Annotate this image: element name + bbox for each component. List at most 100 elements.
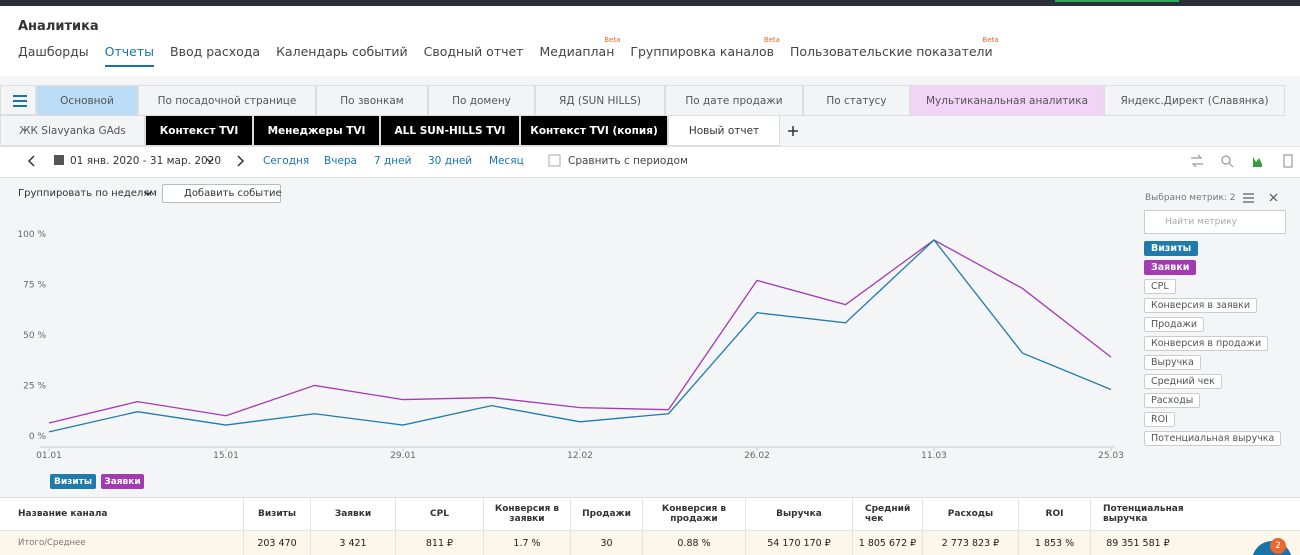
series-line bbox=[48, 239, 1112, 424]
x-tick-label: 01.01 bbox=[36, 451, 62, 461]
date-preset[interactable]: Вчера bbox=[324, 155, 357, 167]
x-tick-label: 25.03 bbox=[1098, 451, 1124, 461]
column-header[interactable]: Конверсия в заявки bbox=[483, 498, 570, 530]
column-header[interactable]: ROI bbox=[1018, 498, 1090, 530]
nav-tab[interactable]: Сводный отчет bbox=[423, 44, 524, 59]
compare-period[interactable]: Сравнить с периодом bbox=[568, 155, 688, 167]
report-tab[interactable]: Основной bbox=[36, 85, 138, 116]
column-header[interactable]: Продажи bbox=[570, 498, 642, 530]
top-bar-button bbox=[1055, 0, 1179, 2]
date-preset[interactable]: 30 дней bbox=[428, 155, 473, 167]
report-tab[interactable]: ЖК Slavyanka GAds bbox=[0, 115, 145, 146]
table-cell: 0.88 % bbox=[642, 531, 745, 555]
report-tab[interactable]: По посадочной странице bbox=[138, 85, 316, 116]
table-header bbox=[0, 497, 1300, 530]
table-cell: 54 170 170 ₽ bbox=[745, 531, 852, 555]
table-cell: 811 ₽ bbox=[395, 531, 483, 555]
legend-item[interactable]: Визиты bbox=[50, 474, 96, 489]
chat-badge: 2 bbox=[1270, 538, 1286, 554]
chart: 0 % 25 % 50 % 75 % 100 % 01.01 15.01 29.01 12.02… bbox=[17, 230, 1124, 461]
table-cell: 1 853 % bbox=[1018, 531, 1090, 555]
metric-tag[interactable]: Расходы bbox=[1144, 393, 1201, 408]
report-tab[interactable]: Яндекс.Директ (Славянка) bbox=[1104, 85, 1285, 116]
report-tab[interactable]: По статусу bbox=[803, 85, 910, 116]
nav: Дашборды Отчеты Ввод расхода Календарь собы… bbox=[18, 36, 999, 67]
metric-tag[interactable]: Визиты bbox=[1144, 241, 1199, 256]
nav-tab[interactable]: Ввод расхода bbox=[170, 44, 261, 59]
report-tab[interactable]: По дате продажи bbox=[665, 85, 803, 116]
table-cell: 203 470 bbox=[243, 531, 310, 555]
beta-badge: Beta bbox=[763, 36, 780, 44]
nav-tab[interactable]: Отчеты bbox=[104, 44, 155, 67]
top-bar bbox=[0, 0, 1300, 6]
report-tab[interactable]: По звонкам bbox=[316, 85, 428, 116]
report-tab[interactable]: ЯД (SUN HILLS) bbox=[535, 85, 665, 116]
metric-tag[interactable]: CPL bbox=[1144, 279, 1176, 294]
report-tab[interactable]: ALL SUN-HILLS TVI bbox=[380, 115, 520, 146]
table-cell: 30 bbox=[570, 531, 642, 555]
column-header[interactable]: Заявки bbox=[310, 498, 395, 530]
x-tick-label: 15.01 bbox=[213, 451, 239, 461]
column-header[interactable]: CPL bbox=[395, 498, 483, 530]
menu-button[interactable] bbox=[0, 85, 36, 115]
date-preset[interactable]: 7 дней bbox=[374, 155, 412, 167]
x-tick-label: 11.03 bbox=[921, 451, 947, 461]
date-preset[interactable]: Сегодня bbox=[263, 155, 310, 167]
nav-tab[interactable]: Группировка каналов Beta bbox=[630, 36, 780, 59]
report-tab[interactable]: По домену bbox=[428, 85, 535, 116]
page-title: Аналитика bbox=[18, 19, 99, 34]
table-cell: Итого/Среднее bbox=[18, 538, 86, 548]
beta-badge: Beta bbox=[604, 36, 621, 44]
menu-icon bbox=[13, 95, 27, 107]
report-tab[interactable]: Контекст TVI (копия) bbox=[520, 115, 668, 146]
y-tick-label: 0 % bbox=[29, 432, 47, 442]
report-tab[interactable]: Контекст TVI bbox=[145, 115, 253, 146]
date-preset[interactable]: Месяц bbox=[489, 155, 524, 167]
metric-tag[interactable]: Конверсия в заявки bbox=[1144, 298, 1258, 313]
column-header[interactable]: Выручка bbox=[745, 498, 852, 530]
table-row bbox=[0, 530, 1300, 555]
metric-tag[interactable]: Заявки bbox=[1144, 260, 1197, 275]
metric-tag[interactable]: Продажи bbox=[1144, 317, 1205, 332]
nav-tab[interactable]: Календарь событий bbox=[276, 44, 408, 59]
metric-tag[interactable]: Средний чек bbox=[1144, 374, 1222, 389]
y-tick-label: 50 % bbox=[23, 331, 46, 341]
table-cell: 1.7 % bbox=[483, 531, 570, 555]
metric-tag[interactable]: Потенциальная выручка bbox=[1144, 431, 1282, 446]
nav-tab[interactable]: Пользовательские показатели Beta bbox=[789, 36, 999, 59]
nav-tab[interactable]: Дашборды bbox=[18, 44, 89, 59]
column-header[interactable]: Расходы bbox=[922, 498, 1018, 530]
search-placeholder: Найти метрику bbox=[1165, 217, 1237, 227]
date-range[interactable]: 01 янв. 2020 - 31 мар. 2020 bbox=[70, 155, 222, 167]
table-cell: 2 773 823 ₽ bbox=[922, 531, 1018, 555]
metric-search[interactable] bbox=[1144, 210, 1286, 234]
report-tab[interactable]: Мультиканальная аналитика bbox=[910, 85, 1104, 116]
table-cell: 89 351 581 ₽ bbox=[1090, 531, 1185, 555]
table-cell: 3 421 bbox=[310, 531, 395, 555]
header bbox=[0, 6, 1300, 76]
metric-tag[interactable]: ROI bbox=[1144, 412, 1175, 427]
metrics-selected: Выбрано метрик: 2 bbox=[1145, 192, 1236, 203]
add-event-label: Добавить событие bbox=[184, 188, 282, 199]
group-by[interactable]: Группировать по неделям bbox=[18, 188, 157, 199]
column-header: Название канала bbox=[18, 509, 108, 519]
legend-item[interactable]: Заявки bbox=[101, 474, 144, 489]
x-tick-label: 29.01 bbox=[390, 451, 416, 461]
metric-tag[interactable]: Выручка bbox=[1144, 355, 1201, 370]
x-tick-label: 26.02 bbox=[744, 451, 770, 461]
column-header[interactable]: Визиты bbox=[243, 498, 310, 530]
report-tab[interactable]: Новый отчет bbox=[668, 115, 780, 146]
report-tab[interactable]: Менеджеры TVI bbox=[253, 115, 380, 146]
nav-tab[interactable]: Медиаплан Beta bbox=[539, 36, 621, 59]
column-header[interactable]: Потенциальная выручка bbox=[1090, 498, 1185, 530]
table-cell: 1 805 672 ₽ bbox=[852, 531, 922, 555]
add-event-button[interactable] bbox=[162, 184, 281, 203]
x-tick-label: 12.02 bbox=[567, 451, 593, 461]
beta-badge: Beta bbox=[982, 36, 999, 44]
column-header[interactable]: Конверсия в продажи bbox=[642, 498, 745, 530]
column-header[interactable]: Средний чек bbox=[852, 498, 922, 530]
date-bar bbox=[0, 146, 1300, 178]
metric-tag[interactable]: Конверсия в продажи bbox=[1144, 336, 1269, 351]
